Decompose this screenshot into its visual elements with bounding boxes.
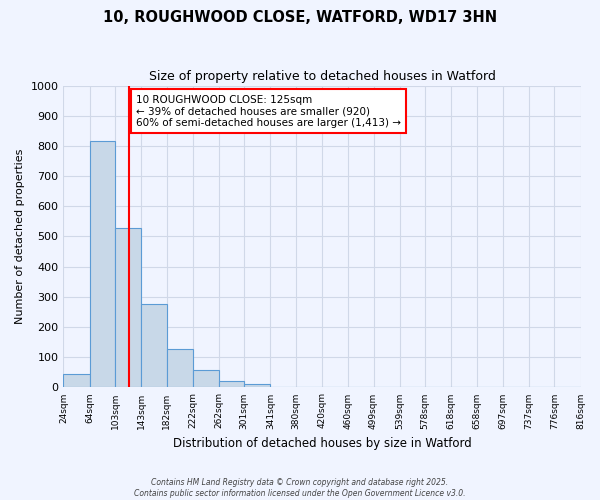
X-axis label: Distribution of detached houses by size in Watford: Distribution of detached houses by size …: [173, 437, 472, 450]
Bar: [89, 142, 115, 388]
Bar: [115, 228, 141, 388]
Text: 10, ROUGHWOOD CLOSE, WATFORD, WD17 3HN: 10, ROUGHWOOD CLOSE, WATFORD, WD17 3HN: [103, 10, 497, 25]
Title: Size of property relative to detached houses in Watford: Size of property relative to detached ho…: [149, 70, 496, 83]
Text: 10 ROUGHWOOD CLOSE: 125sqm
← 39% of detached houses are smaller (920)
60% of sem: 10 ROUGHWOOD CLOSE: 125sqm ← 39% of deta…: [136, 94, 401, 128]
Y-axis label: Number of detached properties: Number of detached properties: [15, 149, 25, 324]
Bar: [64, 374, 89, 388]
Bar: [219, 381, 244, 388]
Bar: [167, 349, 193, 388]
Bar: [193, 370, 219, 388]
Bar: [271, 387, 296, 388]
Text: Contains HM Land Registry data © Crown copyright and database right 2025.
Contai: Contains HM Land Registry data © Crown c…: [134, 478, 466, 498]
Bar: [244, 384, 271, 388]
Bar: [141, 304, 167, 388]
